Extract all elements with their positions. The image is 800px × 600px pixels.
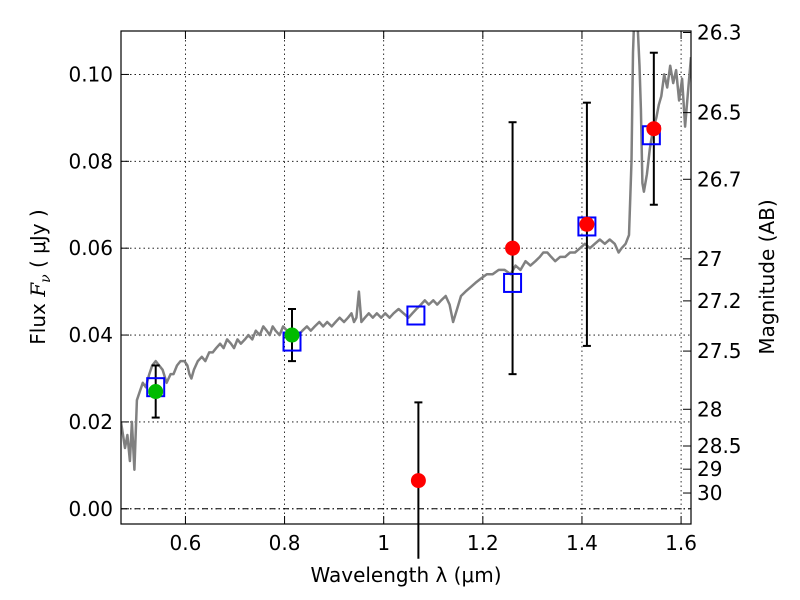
- y-axis-label-symbol: F: [26, 282, 50, 298]
- right-tick-label: 26.3: [697, 21, 742, 45]
- x-tick-label: 1.4: [566, 531, 598, 555]
- model-sed-line: [121, 31, 691, 471]
- markers: [146, 121, 662, 489]
- y-axis-label-subscript: ν: [38, 274, 54, 283]
- observed-detection-point: [410, 473, 426, 489]
- observed-detection-point: [505, 240, 521, 256]
- model-photometry-square: [406, 305, 426, 326]
- plot-area: [121, 31, 691, 471]
- y-tick-label: 0.08: [68, 149, 113, 173]
- right-tick-label: 26.5: [697, 101, 742, 125]
- right-tick-label: 28: [697, 397, 722, 421]
- x-tick-label: 0.8: [269, 531, 301, 555]
- right-tick-label: 27.2: [697, 289, 742, 313]
- y-axis-label-unit: ( μJy ): [26, 209, 50, 274]
- y-tick-label: 0.04: [68, 323, 113, 347]
- observed-optical-point: [284, 327, 300, 343]
- ticks: 0.6 0.8 1 1.2 1.4 1.6 0.00 0.02 0.04 0.06 0.08 0.10…: [68, 21, 741, 555]
- observed-detection-point: [646, 121, 662, 137]
- x-tick-label: 1: [377, 531, 390, 555]
- plot-frame: [120, 30, 692, 525]
- x-tick-label: 1.6: [665, 531, 697, 555]
- right-tick-label: 27: [697, 247, 722, 271]
- y-axis-label: Flux Fν ( μJy ): [26, 209, 54, 344]
- right-tick-label: 29: [697, 457, 722, 481]
- y-axis-label-prefix: Flux: [26, 297, 50, 345]
- x-tick-label: 0.6: [170, 531, 202, 555]
- right-tick-label: 27.5: [697, 339, 742, 363]
- right-axis-label: Magnitude (AB): [755, 199, 779, 354]
- y-tick-label: 0.02: [68, 410, 113, 434]
- grid: [121, 31, 691, 524]
- right-tick-label: 26.7: [697, 167, 742, 191]
- right-tick-label: 28.5: [697, 434, 742, 458]
- y-tick-label: 0.06: [68, 236, 113, 260]
- y-tick-label: 0.10: [68, 62, 113, 86]
- observed-detection-point: [579, 216, 595, 232]
- y-tick-label: 0.00: [68, 497, 113, 521]
- x-axis-label: Wavelength λ (μm): [310, 563, 501, 587]
- right-tick-label: 30: [697, 481, 722, 505]
- x-tick-label: 1.2: [467, 531, 499, 555]
- observed-optical-point: [148, 384, 164, 400]
- model-photometry-square: [503, 272, 523, 293]
